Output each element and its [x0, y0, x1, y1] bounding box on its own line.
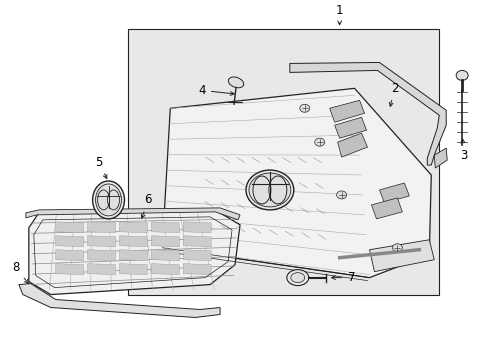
Text: 2: 2 [388, 82, 397, 107]
Polygon shape [119, 264, 147, 275]
Polygon shape [119, 236, 147, 247]
Text: 3: 3 [460, 139, 467, 162]
Polygon shape [56, 222, 83, 233]
Ellipse shape [248, 173, 290, 207]
Polygon shape [87, 250, 115, 261]
Polygon shape [162, 88, 430, 278]
Ellipse shape [314, 138, 324, 146]
Ellipse shape [290, 273, 304, 283]
Polygon shape [289, 62, 446, 165]
Polygon shape [151, 236, 179, 247]
Polygon shape [119, 222, 147, 233]
Polygon shape [26, 208, 240, 220]
Polygon shape [87, 264, 115, 275]
Ellipse shape [245, 170, 293, 210]
Ellipse shape [95, 184, 121, 216]
Ellipse shape [455, 71, 467, 80]
Text: 4: 4 [198, 84, 234, 97]
Text: 5: 5 [95, 156, 106, 179]
Ellipse shape [392, 244, 402, 252]
Polygon shape [183, 250, 211, 261]
Polygon shape [56, 264, 83, 275]
Ellipse shape [92, 181, 124, 219]
Ellipse shape [299, 104, 309, 112]
Polygon shape [87, 236, 115, 247]
Ellipse shape [286, 270, 308, 285]
Polygon shape [183, 222, 211, 233]
Ellipse shape [228, 77, 243, 88]
Polygon shape [128, 28, 438, 294]
Polygon shape [337, 133, 367, 157]
Text: 8: 8 [12, 261, 28, 284]
Text: 1: 1 [335, 4, 343, 25]
Polygon shape [369, 240, 433, 272]
Text: 7: 7 [331, 271, 354, 284]
Polygon shape [183, 236, 211, 247]
Polygon shape [151, 222, 179, 233]
Polygon shape [183, 264, 211, 275]
Polygon shape [334, 117, 366, 138]
Polygon shape [19, 284, 220, 318]
Polygon shape [371, 198, 402, 219]
Polygon shape [56, 250, 83, 261]
Polygon shape [151, 264, 179, 275]
Polygon shape [433, 148, 447, 168]
Polygon shape [87, 222, 115, 233]
Polygon shape [119, 250, 147, 261]
Polygon shape [151, 250, 179, 261]
Polygon shape [56, 236, 83, 247]
Text: 6: 6 [141, 193, 152, 218]
Ellipse shape [336, 191, 346, 199]
Polygon shape [329, 100, 364, 122]
Polygon shape [379, 183, 408, 203]
Polygon shape [29, 210, 240, 294]
